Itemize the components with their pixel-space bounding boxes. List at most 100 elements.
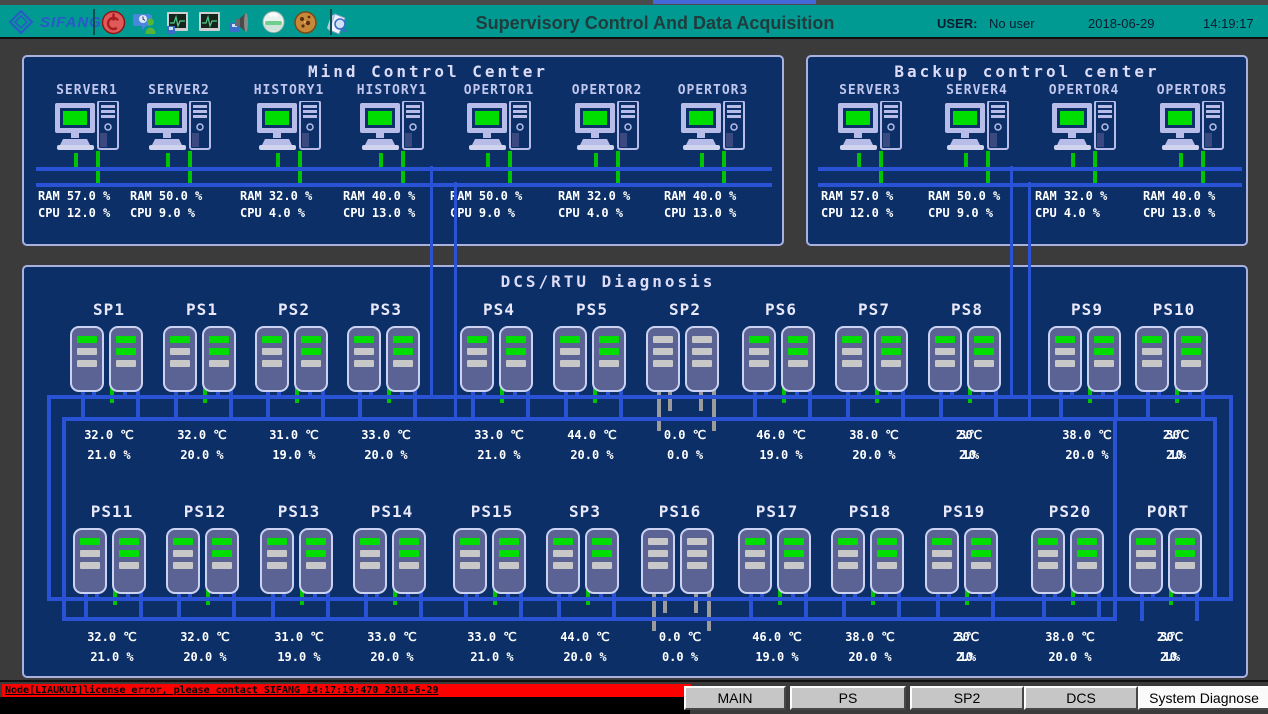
- status-slot-on: [499, 538, 519, 545]
- status-slot-on: [971, 538, 991, 545]
- cabinet-unit: [299, 528, 333, 594]
- nav-button-dcs[interactable]: DCS: [1024, 686, 1138, 710]
- helmet-icon[interactable]: [260, 9, 287, 36]
- computer-label: OPERTOR4: [1048, 83, 1120, 98]
- operator-message-icon[interactable]: [132, 9, 159, 36]
- device-label: PS4: [483, 300, 515, 319]
- cabinet-unit: [928, 326, 962, 392]
- power-icon[interactable]: [100, 9, 127, 36]
- rtu-device[interactable]: PS3 33.0 ℃ 20.0 %: [341, 300, 431, 470]
- computer-node[interactable]: SERVER4 RAM 50.0 % CPU 9.0 %: [922, 83, 1032, 220]
- device-cabinet-icon: [70, 326, 143, 392]
- dcs-rtu-diagnosis-panel: DCS/RTU Diagnosis SP1 32.0 ℃ 21.0 % PS1 32.0…: [22, 265, 1248, 678]
- device-label: SP2: [669, 300, 701, 319]
- device-leg-green: [875, 383, 879, 403]
- cabinet-unit: [255, 326, 289, 392]
- device-leg-green: [1169, 585, 1173, 605]
- device-leg: [364, 585, 368, 621]
- status-slot-on: [393, 336, 413, 343]
- status-slot-on: [116, 336, 136, 343]
- rtu-device[interactable]: PS16 0.0 ℃ 0.0 %: [635, 502, 725, 672]
- status-slot-on: [1142, 336, 1162, 343]
- cabinet-unit: [1174, 326, 1208, 392]
- rtu-device[interactable]: PS15 33.0 ℃ 21.0 %: [447, 502, 537, 672]
- rtu-device[interactable]: PS18 38.0 ℃ 20.0 %: [825, 502, 915, 672]
- top-blue-segment: [653, 0, 816, 4]
- rtu-device[interactable]: PS2 31.0 ℃ 19.0 %: [249, 300, 339, 470]
- rtu-device[interactable]: PS12 32.0 ℃ 20.0 %: [160, 502, 250, 672]
- status-slot-on: [1094, 336, 1114, 343]
- nav-button-main[interactable]: MAIN: [684, 686, 786, 710]
- nav-button-ps[interactable]: PS: [790, 686, 906, 710]
- computer-icon: [575, 100, 639, 150]
- inter-panel-wire: [430, 166, 433, 397]
- computer-cpu-value: CPU 13.0 %: [1143, 206, 1216, 220]
- status-slot-off: [842, 348, 862, 355]
- rtu-device[interactable]: PS7 38.0 ℃ 20.0 %: [829, 300, 919, 470]
- monitor-trend-save-icon[interactable]: [164, 9, 191, 36]
- status-slot-off: [499, 562, 519, 569]
- rtu-device[interactable]: SP1 32.0 ℃ 21.0 %: [64, 300, 154, 470]
- computer-node[interactable]: HISTORY1 RAM 40.0 % CPU 13.0 %: [337, 83, 447, 220]
- rtu-device[interactable]: SP3 44.0 ℃ 20.0 %: [540, 502, 630, 672]
- status-slot-off: [653, 348, 673, 355]
- computer-node[interactable]: SERVER3 RAM 57.0 % CPU 12.0 %: [815, 83, 925, 220]
- rtu-device[interactable]: PS10 23.0℃ 21.0%: [1129, 300, 1219, 470]
- rtu-device[interactable]: PS5 44.0 ℃ 20.0 %: [547, 300, 637, 470]
- nav-button-sp2[interactable]: SP2: [910, 686, 1024, 710]
- computer-node[interactable]: OPERTOR1 RAM 50.0 % CPU 9.0 %: [444, 83, 554, 220]
- computer-node[interactable]: OPERTOR4 RAM 32.0 % CPU 4.0 %: [1029, 83, 1139, 220]
- rtu-device[interactable]: PS6 46.0 ℃ 19.0 %: [736, 300, 826, 470]
- cabinet-unit: [460, 326, 494, 392]
- computer-ram-value: RAM 40.0 %: [1143, 189, 1216, 203]
- device-leg: [413, 383, 417, 421]
- rtu-device[interactable]: PORT 23.0℃ 21.0%: [1123, 502, 1213, 672]
- device-humidity: 0.0 %: [661, 650, 699, 664]
- rtu-device[interactable]: PS17 46.0 ℃ 19.0 %: [732, 502, 822, 672]
- computer-cpu-value: CPU 9.0 %: [130, 206, 196, 220]
- speaker-save-icon[interactable]: [228, 9, 255, 36]
- rtu-device[interactable]: SP2 0.0 ℃ 0.0 %: [640, 300, 730, 470]
- rtu-device[interactable]: PS14 33.0 ℃ 20.0 %: [347, 502, 437, 672]
- status-slot-on: [209, 336, 229, 343]
- rtu-device[interactable]: PS19 23.0℃ 21.0%: [919, 502, 1009, 672]
- rtu-device[interactable]: PS11 32.0 ℃ 21.0 %: [67, 502, 157, 672]
- rtu-device[interactable]: PS1 32.0 ℃ 20.0 %: [157, 300, 247, 470]
- computer-node[interactable]: HISTORY1 RAM 32.0 % CPU 4.0 %: [234, 83, 344, 220]
- status-slot-off: [1142, 348, 1162, 355]
- status-slot-off: [648, 538, 668, 545]
- doc-magnifier-icon[interactable]: [324, 9, 351, 36]
- rtu-device[interactable]: PS13 31.0 ℃ 19.0 %: [254, 502, 344, 672]
- computer-icon: [257, 100, 321, 150]
- monitor-trend-icon[interactable]: [196, 9, 223, 36]
- computer-label: OPERTOR5: [1156, 83, 1228, 98]
- computer-node[interactable]: SERVER2 RAM 50.0 % CPU 9.0 %: [124, 83, 234, 220]
- status-slot-on: [784, 538, 804, 545]
- rtu-device[interactable]: PS4 33.0 ℃ 21.0 %: [454, 300, 544, 470]
- computer-node[interactable]: OPERTOR3 RAM 40.0 % CPU 13.0 %: [658, 83, 768, 220]
- computer-node[interactable]: OPERTOR2 RAM 32.0 % CPU 4.0 %: [552, 83, 662, 220]
- computer-node[interactable]: OPERTOR5 RAM 40.0 % CPU 13.0 %: [1137, 83, 1247, 220]
- dcs-bus-rail: [1113, 417, 1117, 621]
- device-label: PS5: [576, 300, 608, 319]
- device-leg-green: [593, 383, 597, 403]
- alarm-message-bar[interactable]: Node[LIAUKUI]license error, please conta…: [2, 684, 691, 697]
- rtu-device[interactable]: PS8 23.0℃ 21.0%: [922, 300, 1012, 470]
- status-slot-off: [592, 562, 612, 569]
- device-label: PS20: [1048, 502, 1092, 521]
- status-slot-on: [119, 538, 139, 545]
- device-humidity: 20.0 %: [848, 650, 892, 664]
- cookie-icon[interactable]: [292, 9, 319, 36]
- device-humidity: 20.0 %: [1065, 448, 1109, 462]
- cabinet-unit: [1087, 326, 1121, 392]
- device-leg: [177, 585, 181, 621]
- rtu-device[interactable]: PS20 38.0 ℃ 20.0 %: [1025, 502, 1115, 672]
- computer-node[interactable]: SERVER1 RAM 57.0 % CPU 12.0 %: [32, 83, 142, 220]
- device-label: PS16: [658, 502, 702, 521]
- status-slot-off: [306, 562, 326, 569]
- status-slot-on: [1077, 550, 1097, 557]
- cabinet-unit: [742, 326, 776, 392]
- status-slot-on: [360, 538, 380, 545]
- nav-button-system-diagnose[interactable]: System Diagnose: [1138, 686, 1268, 710]
- rtu-device[interactable]: PS9 38.0 ℃ 20.0 %: [1042, 300, 1132, 470]
